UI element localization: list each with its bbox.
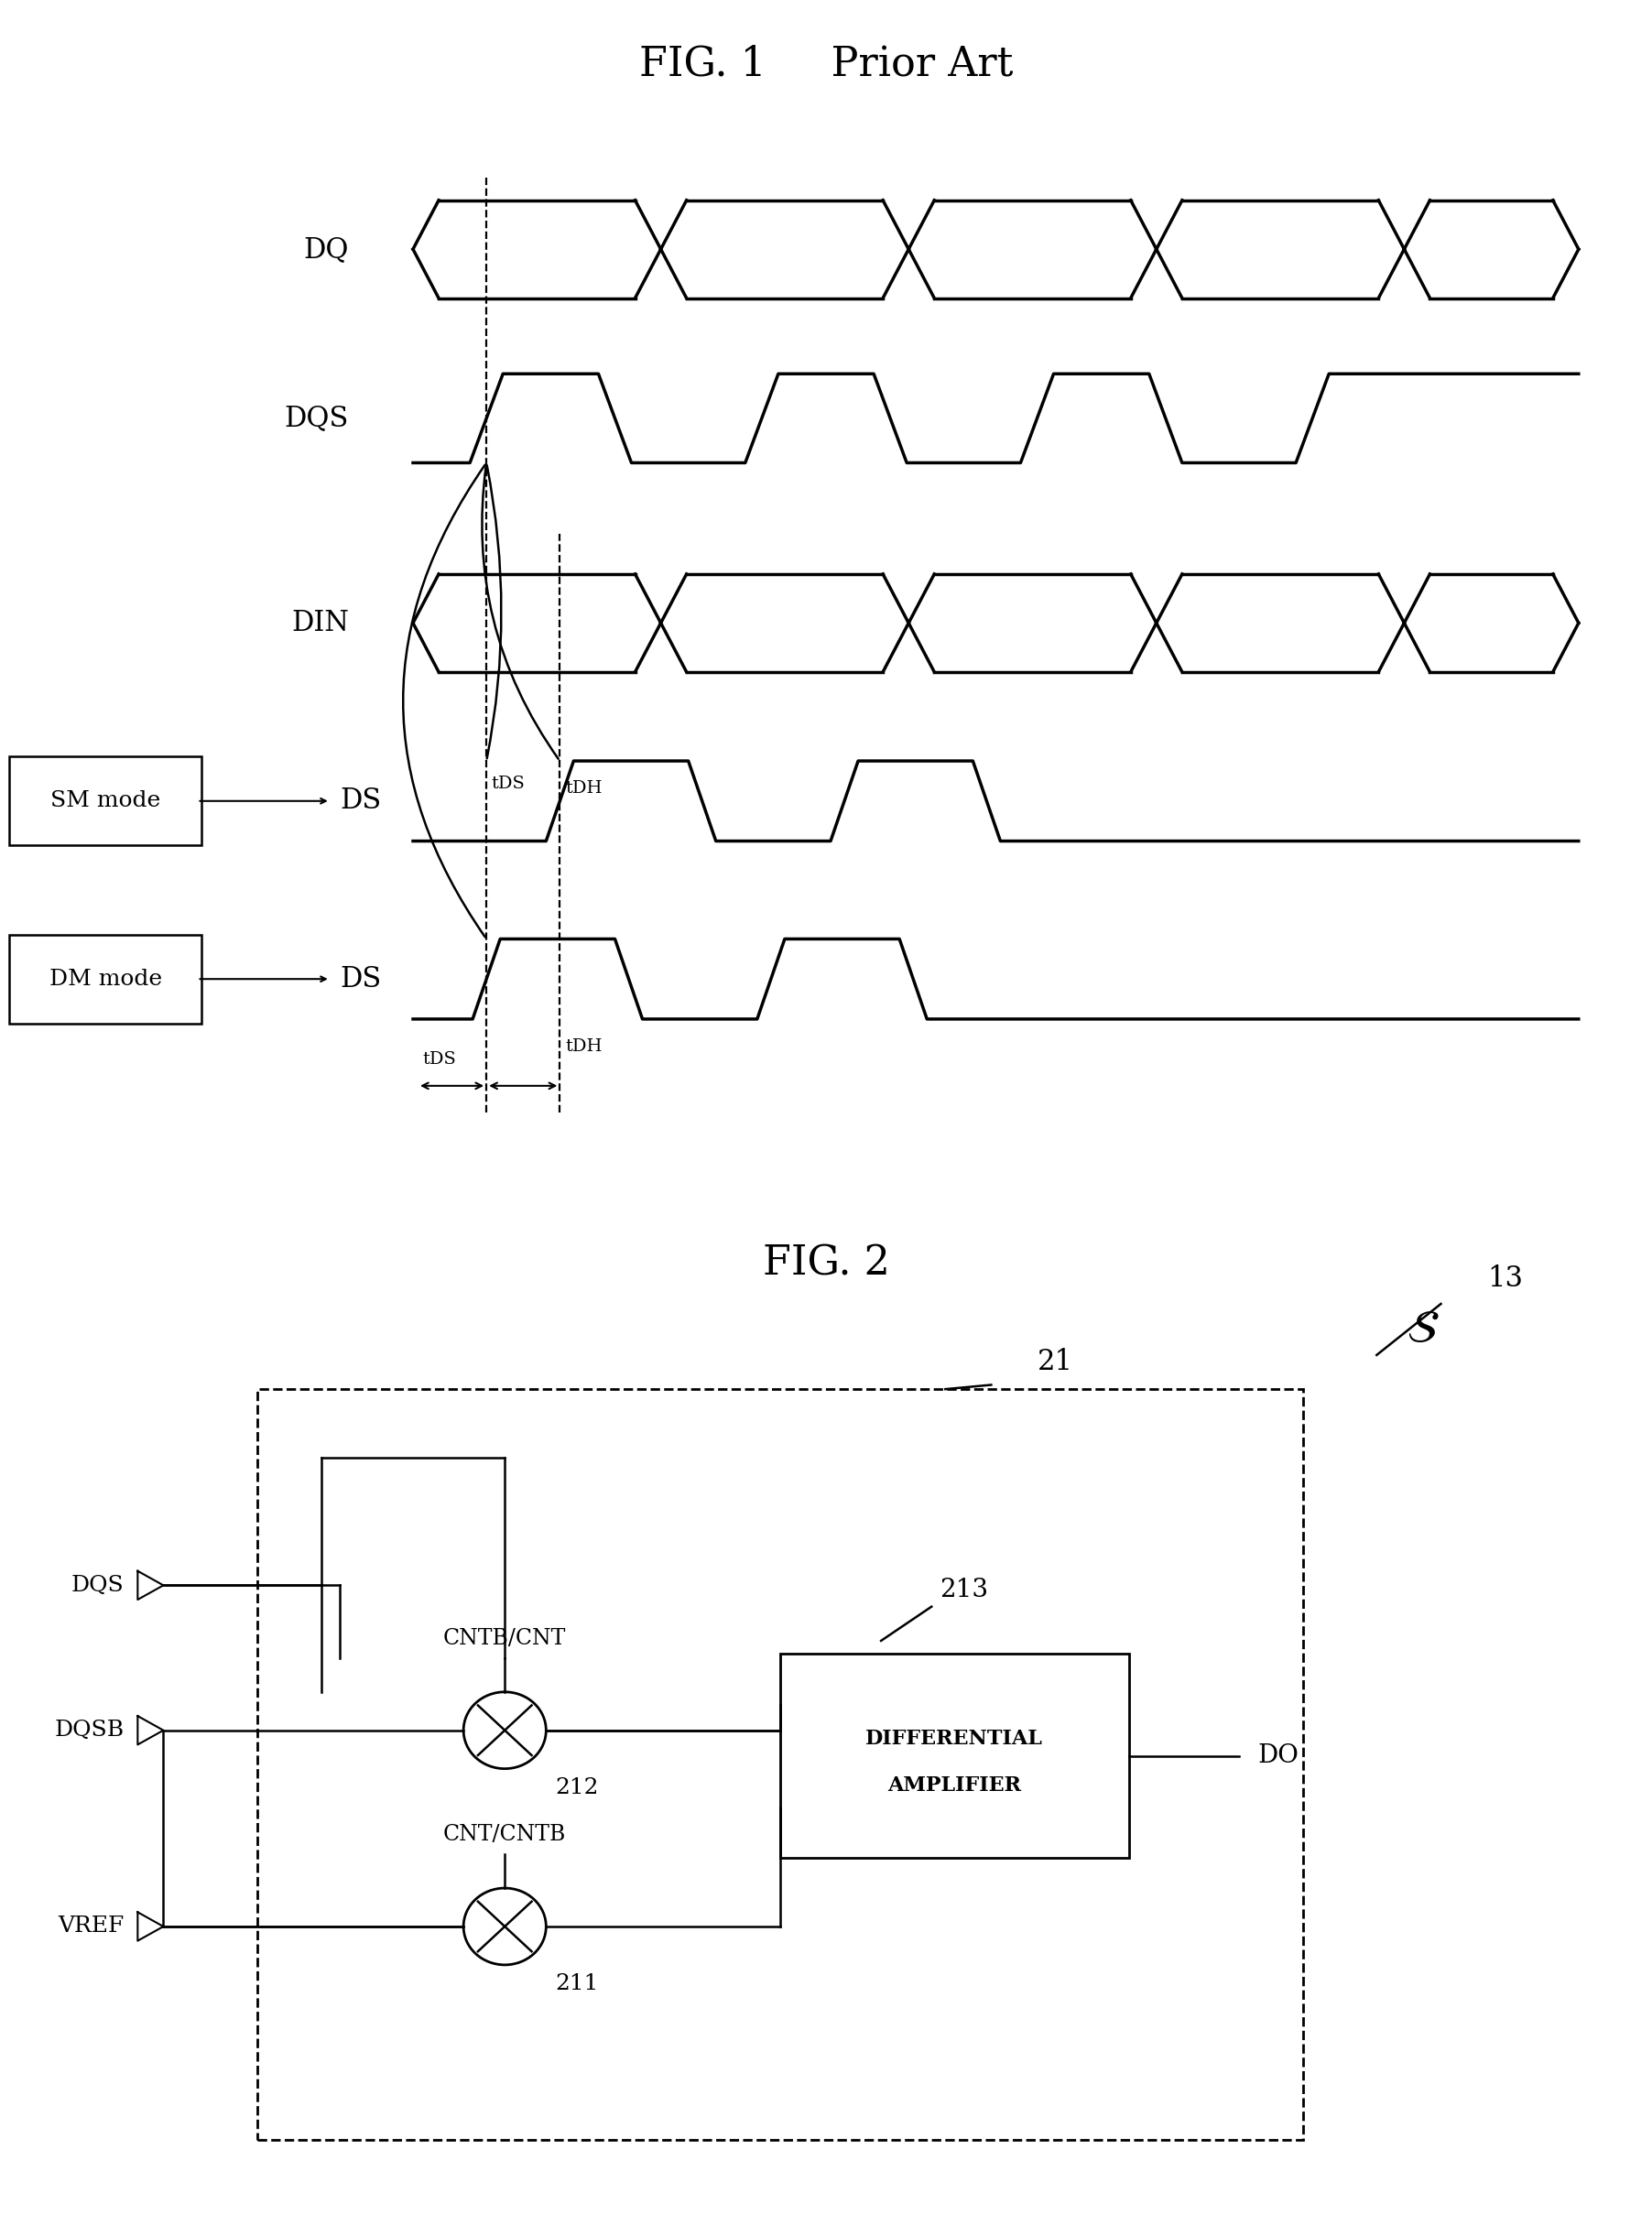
Text: DS: DS bbox=[340, 788, 382, 814]
Text: CNT/CNTB: CNT/CNTB bbox=[443, 1824, 567, 1845]
Text: DQ: DQ bbox=[304, 236, 349, 263]
Text: tDS: tDS bbox=[491, 777, 525, 792]
FancyBboxPatch shape bbox=[780, 1653, 1128, 1858]
Text: DQSB: DQSB bbox=[55, 1720, 124, 1740]
Text: DQS: DQS bbox=[284, 405, 349, 432]
Text: tDH: tDH bbox=[565, 781, 603, 797]
FancyBboxPatch shape bbox=[10, 934, 202, 1024]
Text: VREF: VREF bbox=[58, 1916, 124, 1938]
FancyBboxPatch shape bbox=[10, 756, 202, 846]
Text: 211: 211 bbox=[555, 1974, 598, 1994]
Text: DO: DO bbox=[1257, 1744, 1298, 1769]
Text: tDS: tDS bbox=[423, 1052, 456, 1068]
Text: DIFFERENTIAL: DIFFERENTIAL bbox=[866, 1729, 1044, 1749]
Text: tDH: tDH bbox=[565, 1039, 603, 1055]
Text: $\mathcal{S}$: $\mathcal{S}$ bbox=[1406, 1306, 1439, 1353]
Text: FIG. 2: FIG. 2 bbox=[763, 1244, 889, 1284]
Text: DM mode: DM mode bbox=[50, 968, 162, 990]
Text: 21: 21 bbox=[1037, 1348, 1074, 1377]
Text: FIG. 1     Prior Art: FIG. 1 Prior Art bbox=[639, 44, 1013, 85]
Text: DIN: DIN bbox=[291, 610, 349, 636]
Text: 13: 13 bbox=[1487, 1264, 1523, 1293]
Text: DQS: DQS bbox=[71, 1575, 124, 1595]
Text: AMPLIFIER: AMPLIFIER bbox=[887, 1776, 1021, 1796]
Text: SM mode: SM mode bbox=[51, 790, 160, 812]
Text: CNTB/CNT: CNTB/CNT bbox=[443, 1629, 567, 1649]
Text: 212: 212 bbox=[555, 1778, 598, 1798]
Text: 213: 213 bbox=[940, 1578, 988, 1602]
FancyBboxPatch shape bbox=[258, 1388, 1303, 2140]
Text: DS: DS bbox=[340, 966, 382, 992]
